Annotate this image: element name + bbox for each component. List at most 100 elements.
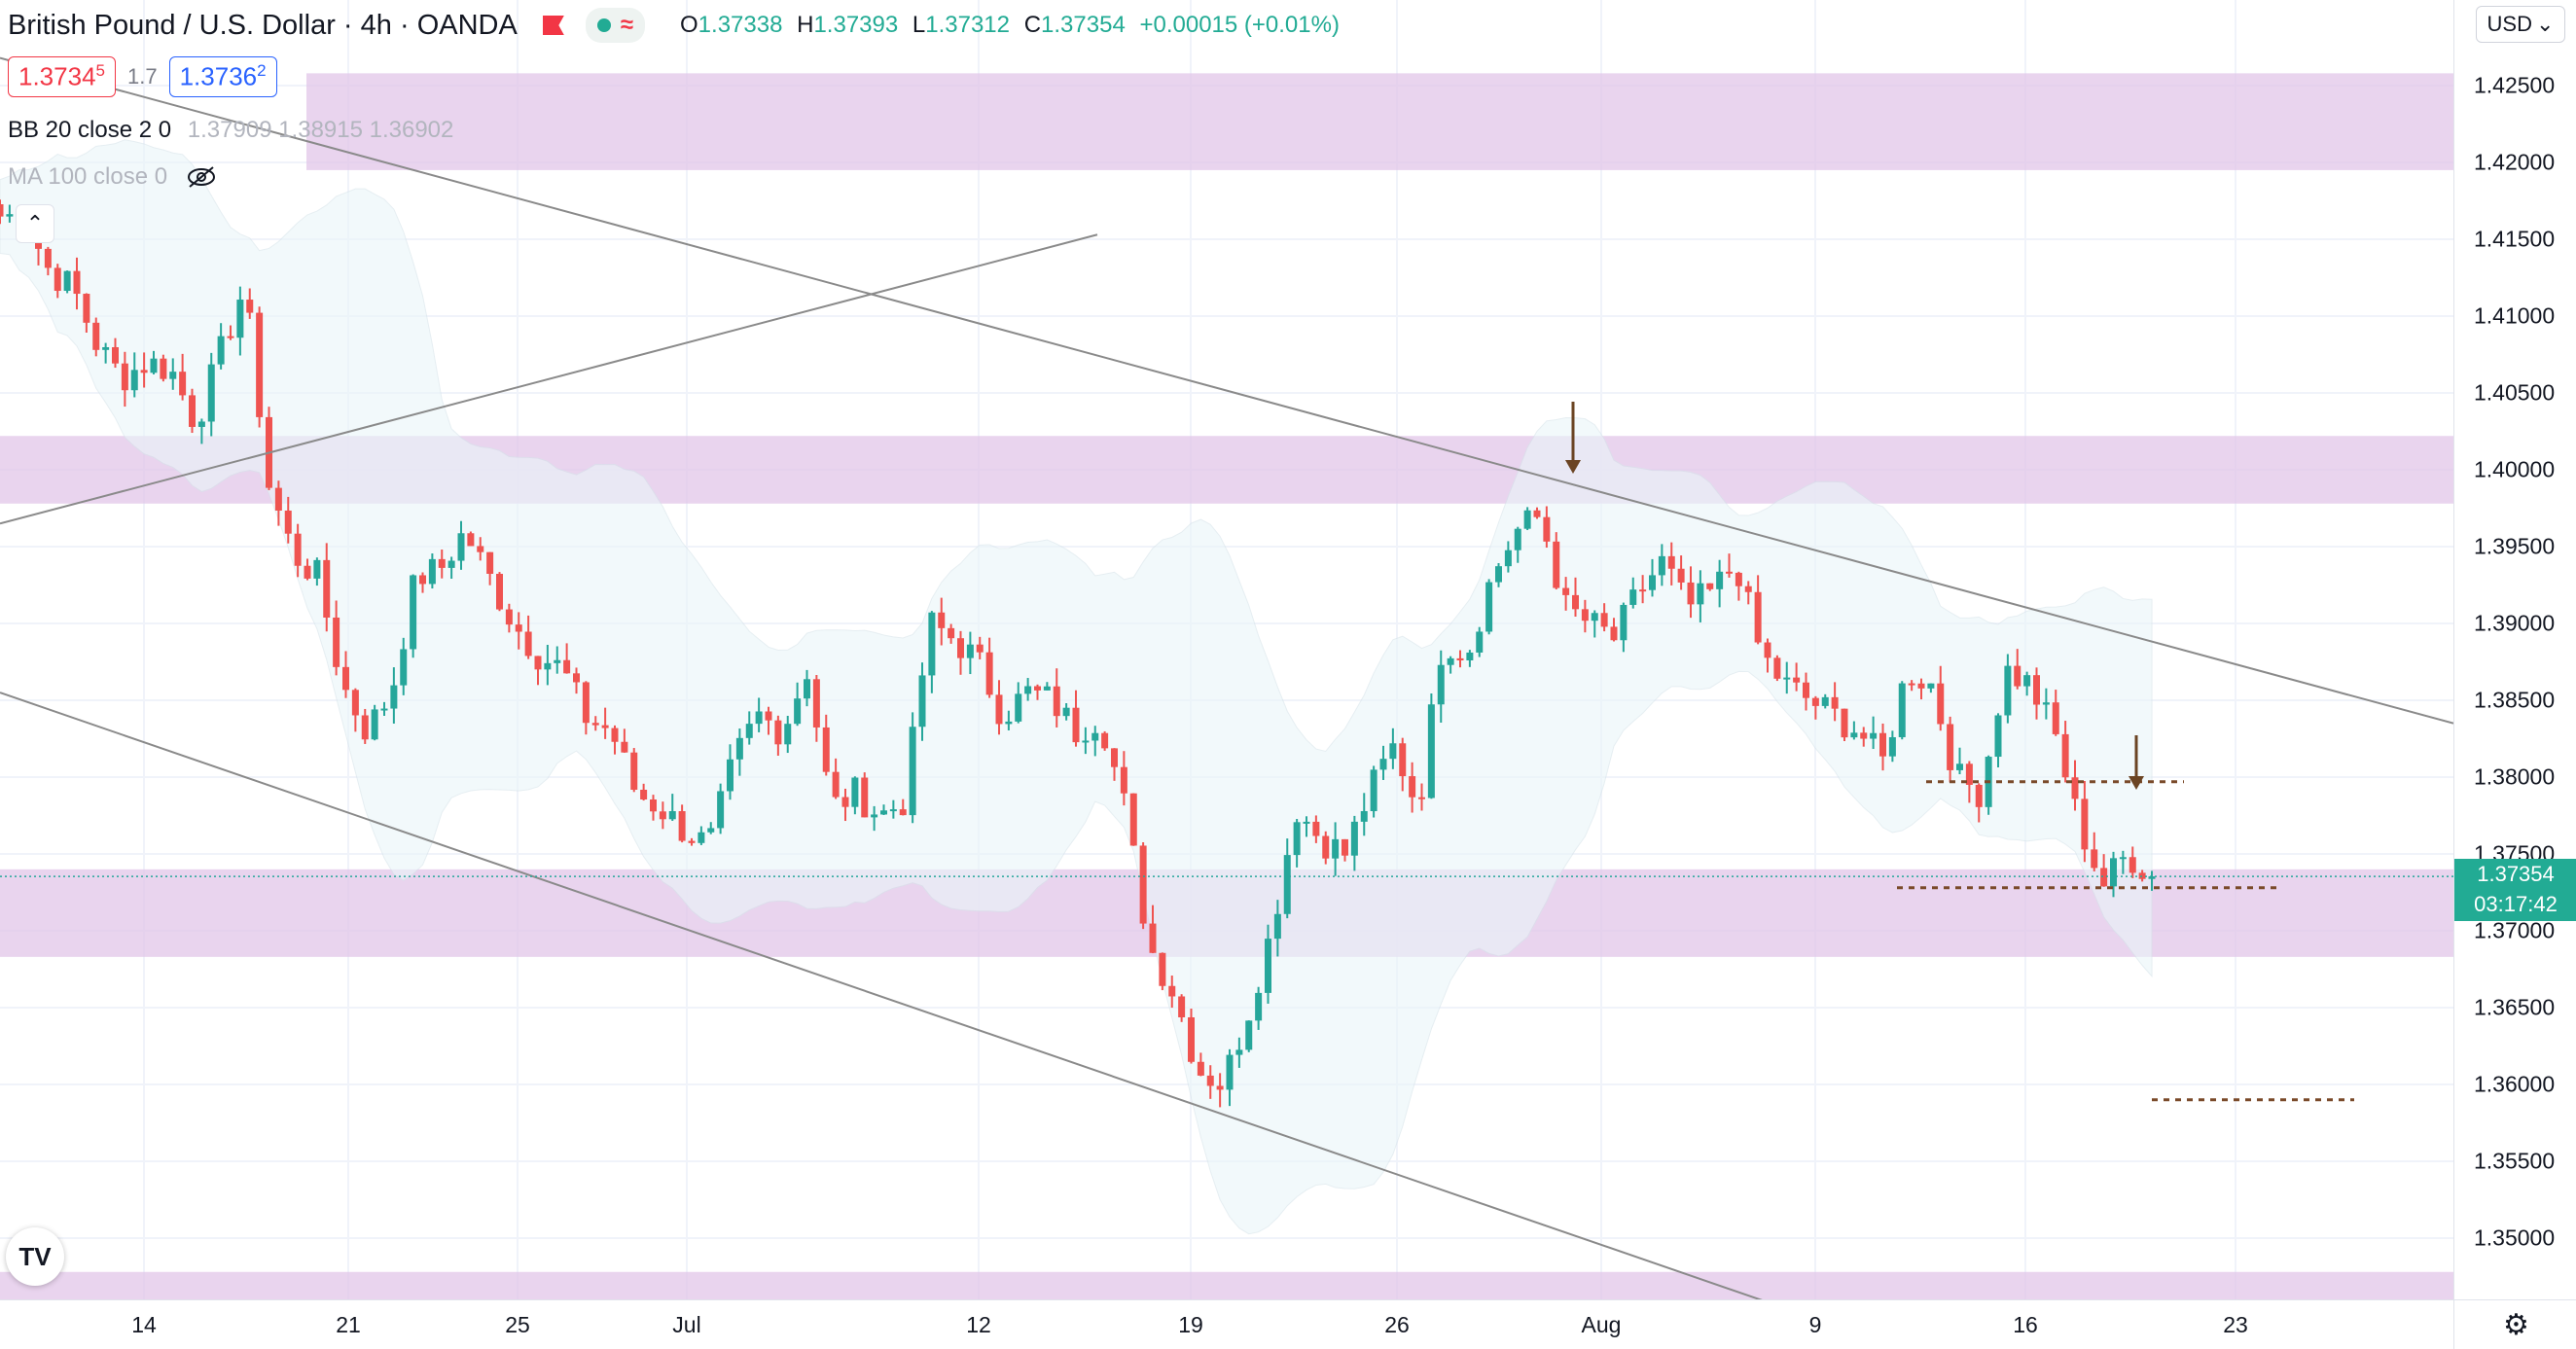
candle-body [160,358,167,379]
candle-body [1409,776,1416,798]
candle-body [1850,732,1858,738]
price-tick-label: 1.41000 [2474,302,2556,329]
sell-button[interactable]: 1.37345 [8,56,116,97]
candle-body [1879,732,1886,757]
candle-body [73,270,81,295]
candle-body [871,814,878,818]
candle-body [150,358,158,373]
flag-icon[interactable] [542,16,564,35]
candle-body [928,612,936,676]
candle-body [1283,855,1291,914]
candle-body [1562,587,1570,595]
candle-body [2081,799,2089,850]
candle-body [1735,572,1742,586]
market-status-pill[interactable]: ≈ [585,8,645,43]
quote-panel: 1.37345 1.7 1.37362 [8,56,277,97]
hidden-eye-icon[interactable] [185,165,218,189]
current-price: 1.37354 [2477,862,2555,887]
candle-body [1437,664,1445,705]
candle-body [419,575,426,585]
candle-body [1389,743,1397,760]
candle-body [822,727,830,772]
candle-body [976,644,984,653]
candle-body [1293,822,1301,856]
candle-body [1418,797,1425,799]
candle-body [1811,697,1819,706]
candle-body [284,510,292,534]
price-axis[interactable]: 1.42500 1.42000 1.41500 1.41000 1.40500 1.400… [2453,0,2576,1299]
axis-corner[interactable]: ⚙ [2453,1299,2576,1349]
tradingview-logo[interactable]: TV [6,1227,64,1286]
candle-body [1379,759,1387,770]
candle-body [361,715,369,740]
chart-pane[interactable]: British Pound / U.S. Dollar · 4h · OANDA… [0,0,2453,1299]
candle-body [668,811,676,820]
ma-indicator-legend[interactable]: MA 100 close 0 [8,163,218,191]
candle-body [1600,613,1608,627]
collapse-legend-button[interactable]: ⌃ [16,204,54,243]
market-open-icon [596,18,611,32]
candle-body [707,828,715,833]
candle-body [44,248,52,268]
time-tick-label: Jul [672,1312,701,1337]
price-tick-label: 1.37000 [2474,917,2556,943]
bb-values: 1.37909 1.38915 1.36902 [187,117,454,143]
candle-body [698,832,705,843]
candle-body [1245,1020,1253,1050]
price-tick-label: 1.42500 [2474,72,2556,98]
candle-body [985,652,993,695]
candle-body [6,214,14,217]
candle-body [765,711,772,721]
candle-body [563,659,571,674]
candle-body [447,560,455,568]
candle-body [1783,677,1791,680]
candle-body [2100,868,2108,887]
candle-body [294,533,302,566]
candle-body [1937,683,1945,725]
candle-body [2061,733,2069,778]
candle-body [1581,609,1589,621]
buy-button[interactable]: 1.37362 [168,56,277,97]
candle-body [1917,683,1925,689]
candle-body [400,649,408,686]
candle-body [1053,686,1060,717]
price-tick-label: 1.39500 [2474,533,2556,559]
candle-body [1312,821,1320,836]
candle-body [1034,686,1041,691]
candle-body [1658,555,1665,576]
candle-body [1927,683,1935,689]
price-chart[interactable] [0,0,2453,1299]
candle-body [1956,763,1963,770]
candle-body [784,724,792,745]
candle-body [1139,845,1147,924]
candle-body [1149,923,1157,953]
symbol-title[interactable]: British Pound / U.S. Dollar · 4h · OANDA [8,9,518,41]
candle-body [1235,1049,1243,1055]
candle-body [236,300,244,338]
candle-body [1803,682,1809,698]
candle-body [1216,1085,1224,1090]
time-axis[interactable]: 14 21 25 Jul 12 19 26 Aug 9 16 23 [0,1299,2453,1349]
channel-bottom-line [0,692,1763,1299]
candle-body [1706,583,1714,589]
bb-label: BB 20 close 2 0 [8,117,172,143]
candle-body [505,609,513,625]
candle-body [130,370,138,391]
candle-body [323,559,331,618]
candle-body [102,346,110,350]
candle-body [121,363,128,391]
candle-body [1744,586,1752,592]
time-tick-label: 19 [1178,1312,1203,1337]
gear-icon[interactable]: ⚙ [2503,1309,2529,1341]
candle-body [92,322,100,350]
candle-body [717,791,725,829]
bb-indicator-legend[interactable]: BB 20 close 2 0 1.37909 1.38915 1.36902 [8,117,453,144]
price-tick-label: 1.39000 [2474,610,2556,636]
currency-selector[interactable]: USD ⌄ [2476,6,2565,43]
candle-body [428,558,436,585]
rising-trend-line [0,233,1098,525]
candle-body [1206,1075,1214,1086]
down-arrow-icon-head [2129,776,2144,790]
candle-body [1342,838,1348,856]
candle-body [957,638,964,658]
